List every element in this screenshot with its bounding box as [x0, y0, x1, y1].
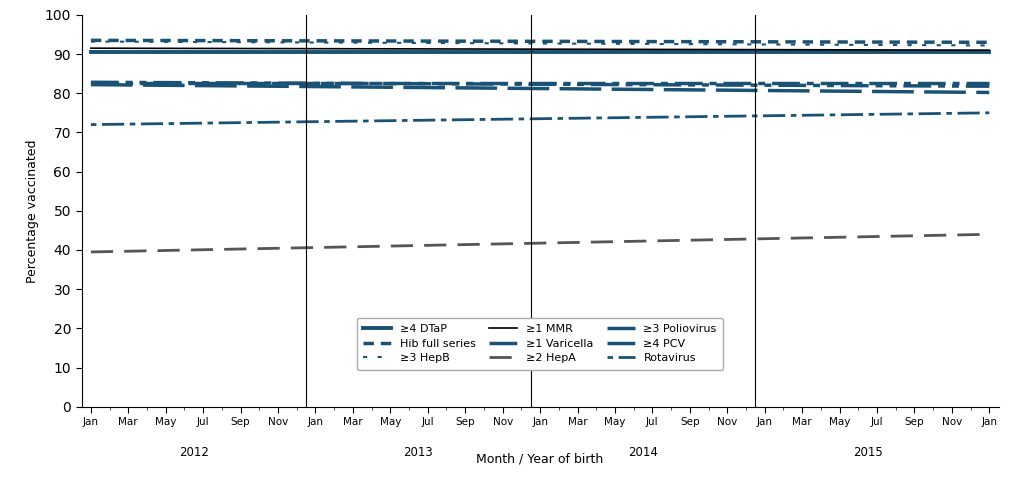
Text: 2015: 2015 [853, 445, 882, 459]
Text: 2012: 2012 [179, 445, 209, 459]
Legend: ≥4 DTaP, Hib full series, ≥3 HepB, ≥1 MMR, ≥1 Varicella, ≥2 HepA, ≥3 Poliovirus,: ≥4 DTaP, Hib full series, ≥3 HepB, ≥1 MM… [357, 317, 723, 370]
Text: 2013: 2013 [404, 445, 433, 459]
Y-axis label: Percentage vaccinated: Percentage vaccinated [26, 139, 39, 283]
Text: 2014: 2014 [628, 445, 658, 459]
X-axis label: Month / Year of birth: Month / Year of birth [477, 452, 603, 465]
